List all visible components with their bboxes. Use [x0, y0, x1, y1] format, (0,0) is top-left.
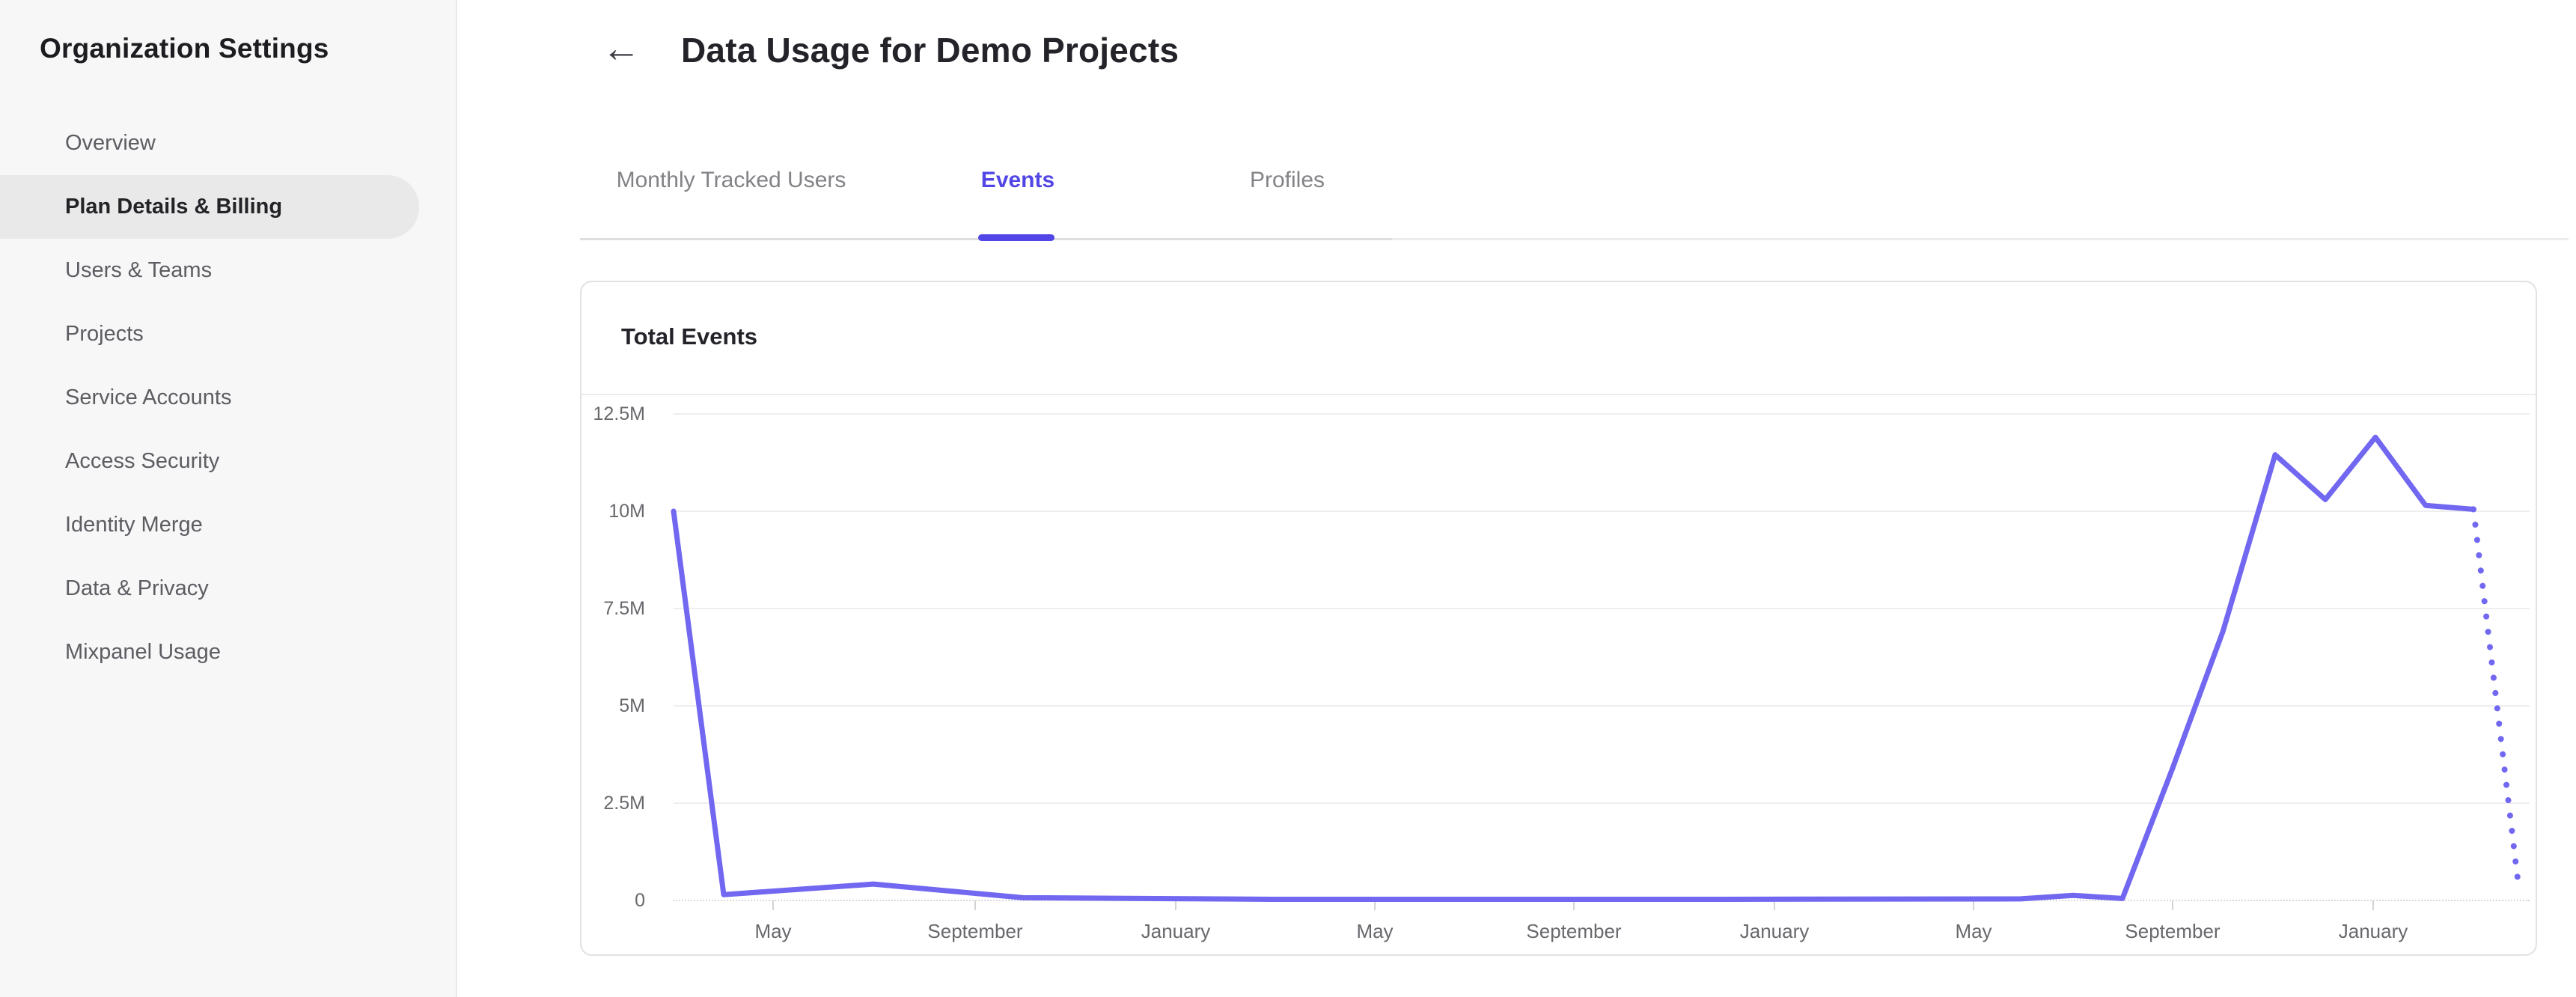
- sidebar-item-label: Mixpanel Usage: [65, 640, 221, 664]
- sidebar-item-label: Data & Privacy: [65, 576, 209, 600]
- x-axis-label: January: [1739, 920, 1810, 942]
- chart-title: Total Events: [621, 323, 758, 350]
- tab-events[interactable]: Events: [980, 168, 1055, 192]
- x-axis-tick: [772, 900, 774, 910]
- sidebar-item-data-privacy[interactable]: Data & Privacy: [0, 557, 419, 621]
- y-axis-label: 7.5M: [603, 598, 645, 619]
- x-axis-label: May: [1356, 920, 1394, 942]
- x-axis-tick: [1374, 900, 1376, 910]
- sidebar-item-overview[interactable]: Overview: [0, 112, 419, 175]
- total-events-card: [580, 281, 2537, 956]
- x-axis-tick: [2372, 900, 2374, 910]
- x-axis-label: September: [1526, 920, 1622, 942]
- y-axis-label: 2.5M: [603, 793, 645, 814]
- total-events-line: [671, 434, 2476, 902]
- sidebar-item-mixpanel-usage[interactable]: Mixpanel Usage: [0, 621, 419, 684]
- content-divider: [1392, 238, 2569, 240]
- sidebar-item-plan-details-billing[interactable]: Plan Details & Billing: [0, 175, 419, 239]
- y-axis-label: 12.5M: [593, 403, 645, 424]
- sidebar-item-label: Service Accounts: [65, 385, 232, 409]
- sidebar-item-users-teams[interactable]: Users & Teams: [0, 239, 419, 302]
- sidebar-item-label: Plan Details & Billing: [65, 195, 283, 219]
- sidebar: Organization Settings Overview Plan Detai…: [0, 0, 457, 997]
- x-axis-label: January: [2338, 920, 2408, 942]
- x-axis-label: May: [1955, 920, 1992, 942]
- x-axis-label: September: [927, 920, 1023, 942]
- y-axis-label: 10M: [608, 501, 645, 522]
- back-arrow-icon: ←: [602, 27, 641, 70]
- sidebar-item-service-accounts[interactable]: Service Accounts: [0, 366, 419, 430]
- sidebar-title: Organization Settings: [40, 33, 329, 64]
- x-axis-label: January: [1141, 920, 1211, 942]
- x-axis-tick: [1573, 900, 1575, 910]
- y-gridline: [674, 413, 2530, 415]
- x-axis-tick: [2172, 900, 2173, 910]
- x-axis-tick: [1973, 900, 1974, 910]
- back-button[interactable]: ←: [595, 22, 647, 75]
- y-axis-label: 5M: [619, 695, 645, 716]
- y-gridline: [674, 705, 2530, 707]
- y-gridline: [674, 608, 2530, 609]
- x-axis-tick: [1774, 900, 1775, 910]
- sidebar-item-label: Access Security: [65, 449, 220, 473]
- page-title: Data Usage for Demo Projects: [681, 31, 1179, 70]
- sidebar-item-label: Overview: [65, 131, 156, 155]
- tab-monthly-tracked-users[interactable]: Monthly Tracked Users: [616, 168, 846, 192]
- sidebar-item-access-security[interactable]: Access Security: [0, 430, 419, 493]
- projected-usage-line: [2470, 506, 2521, 888]
- tab-profiles[interactable]: Profiles: [1249, 168, 1325, 192]
- card-divider: [582, 394, 2536, 395]
- y-gridline: [674, 510, 2530, 512]
- active-tab-indicator: [978, 234, 1054, 241]
- sidebar-nav: Overview Plan Details & Billing Users & Te…: [0, 112, 457, 684]
- sidebar-item-projects[interactable]: Projects: [0, 302, 419, 366]
- sidebar-item-label: Users & Teams: [65, 258, 213, 282]
- x-axis-label: September: [2125, 920, 2221, 942]
- x-axis-tick: [974, 900, 976, 910]
- total-events-line-plot[interactable]: [671, 414, 2530, 902]
- x-axis-label: May: [754, 920, 792, 942]
- x-axis-tick: [1175, 900, 1176, 910]
- sidebar-item-label: Identity Merge: [65, 513, 203, 537]
- sidebar-item-label: Projects: [65, 322, 144, 346]
- y-gridline: [674, 802, 2530, 804]
- sidebar-item-identity-merge[interactable]: Identity Merge: [0, 493, 419, 557]
- y-axis-label: 0: [635, 890, 645, 911]
